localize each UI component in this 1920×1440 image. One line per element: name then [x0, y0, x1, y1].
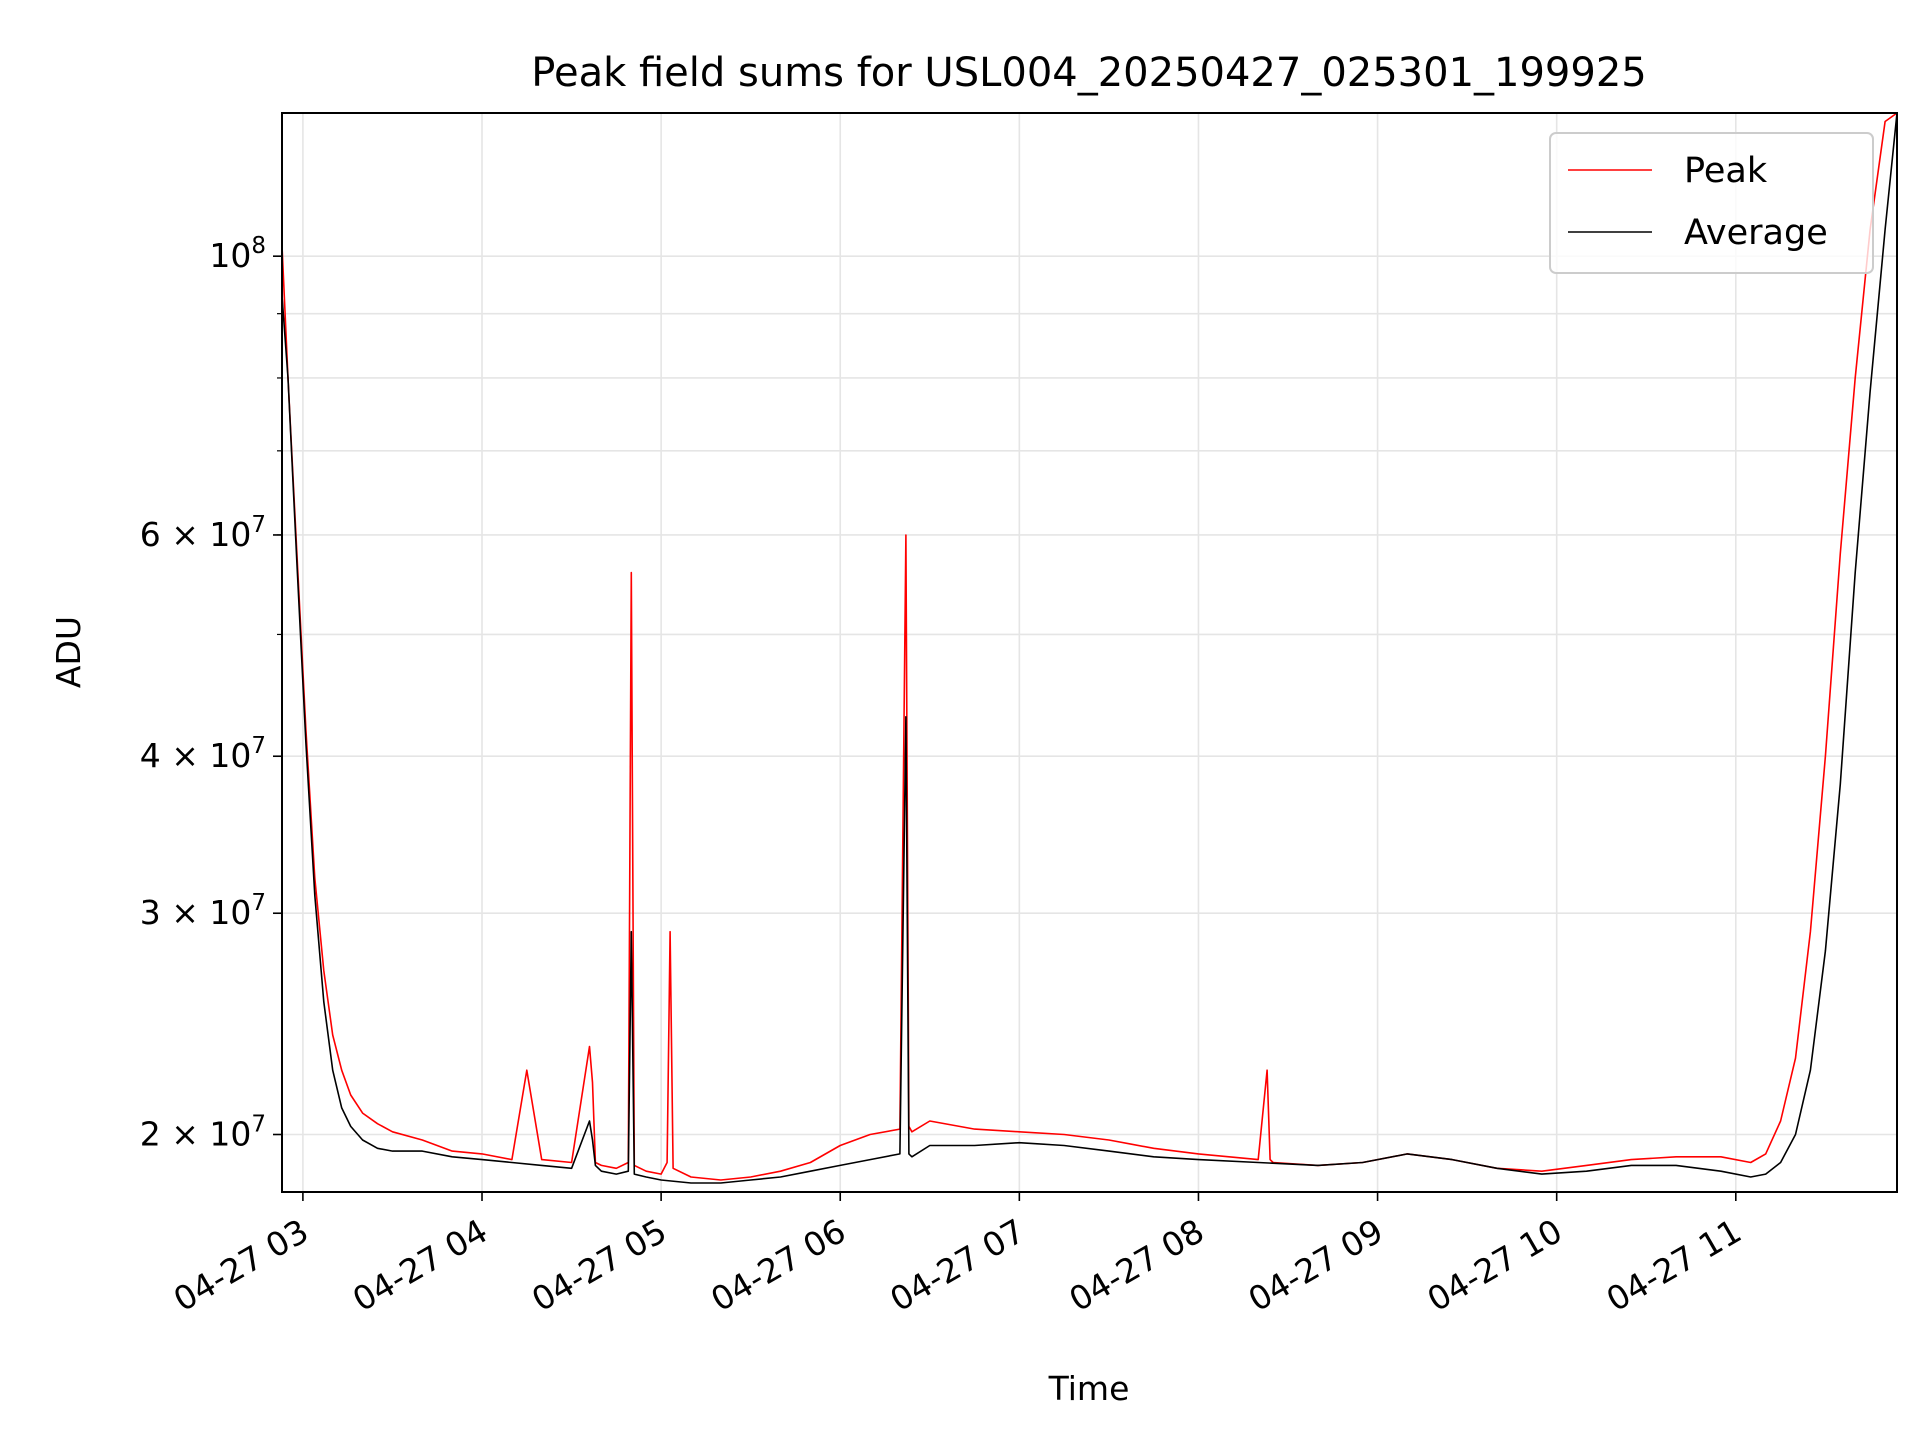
- y-tick-label: 6 × 107: [140, 512, 266, 554]
- y-tick-label: 3 × 107: [140, 890, 266, 932]
- legend: Peak Average: [1549, 132, 1874, 274]
- y-axis-title: ADU: [49, 616, 88, 688]
- x-axis-title: Time: [1048, 1369, 1130, 1408]
- grid: [282, 113, 1897, 1192]
- y-tick-label: 4 × 107: [140, 733, 266, 775]
- y-tick-label: 2 × 107: [140, 1112, 266, 1154]
- legend-box: [1549, 132, 1874, 274]
- series-layer: [281, 112, 1898, 1184]
- plot-frame: [281, 112, 1898, 1193]
- y-axis: 2 × 107 3 × 107 4 × 107 6 × 107 108: [140, 233, 282, 1154]
- chart-title: Peak field sums for USL004_20250427_0253…: [531, 50, 1646, 96]
- legend-label-average: Average: [1684, 213, 1828, 253]
- y-tick-label: 108: [209, 233, 266, 275]
- series-line-peak: [281, 112, 1898, 1181]
- legend-label-peak: Peak: [1684, 151, 1768, 191]
- series-line-average: [281, 112, 1898, 1184]
